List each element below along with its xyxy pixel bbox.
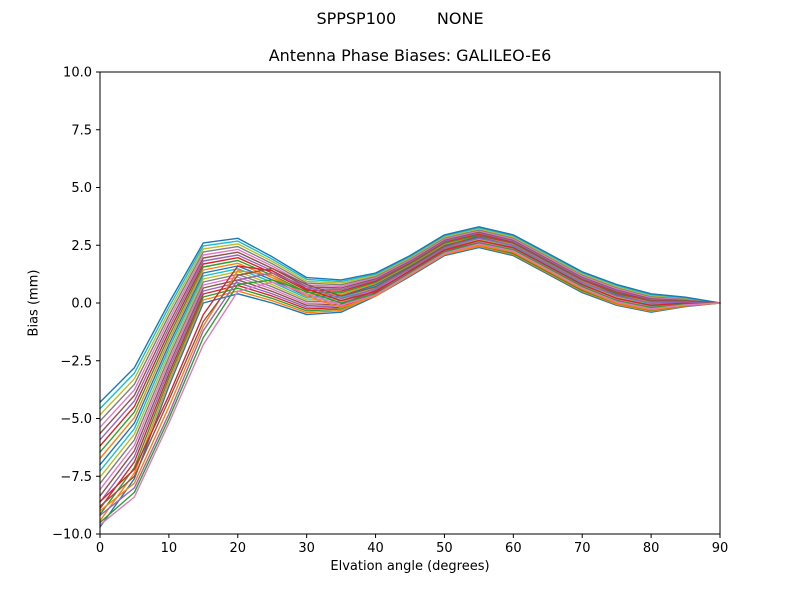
y-tick-label: 10.0	[63, 66, 92, 81]
y-tick-label: −7.5	[60, 470, 92, 485]
series-line-s17	[99, 230, 721, 428]
x-tick-label: 0	[96, 541, 104, 556]
axes-title: Antenna Phase Biases: GALILEO-E6	[268, 46, 552, 65]
series-line-s21	[99, 226, 721, 403]
x-tick-label: 30	[298, 541, 315, 556]
series-line-s27	[99, 243, 721, 526]
series-line-s11	[99, 236, 721, 466]
figure-suptitle: SPPSP100 NONE	[316, 9, 484, 28]
x-tick-label: 40	[367, 541, 384, 556]
y-tick-label: 7.5	[71, 123, 92, 138]
series-line-s18	[99, 229, 721, 422]
x-tick-label: 10	[161, 541, 178, 556]
series-line-s25	[99, 237, 721, 517]
series-line-s26	[99, 235, 721, 507]
series-line-s24	[99, 239, 721, 503]
series-line-s15	[99, 232, 721, 441]
x-tick-label: 70	[574, 541, 591, 556]
y-tick-label: 5.0	[71, 181, 92, 196]
y-tick-label: −2.5	[60, 354, 92, 369]
series-line-s19	[99, 228, 721, 416]
y-axis-label: Bias (mm)	[26, 269, 42, 337]
y-tick-label: −5.0	[60, 412, 92, 427]
x-tick-label: 20	[230, 541, 247, 556]
y-tick-label: 2.5	[71, 239, 92, 254]
y-tick-label: −10.0	[52, 528, 92, 543]
x-tick-label: 50	[436, 541, 453, 556]
x-tick-label: 80	[643, 541, 660, 556]
x-axis-label: Elvation angle (degrees)	[330, 559, 490, 574]
y-tick-label: 0.0	[71, 297, 92, 312]
series-line-s14	[99, 233, 721, 447]
series-line-s20	[99, 226, 721, 410]
series-line-s16	[99, 231, 721, 435]
series-line-s23	[99, 242, 721, 524]
x-tick-label: 90	[712, 541, 729, 556]
series-line-s22	[99, 244, 721, 512]
series-line-s13	[99, 234, 721, 453]
x-tick-label: 60	[505, 541, 522, 556]
series-line-s1	[99, 246, 721, 528]
